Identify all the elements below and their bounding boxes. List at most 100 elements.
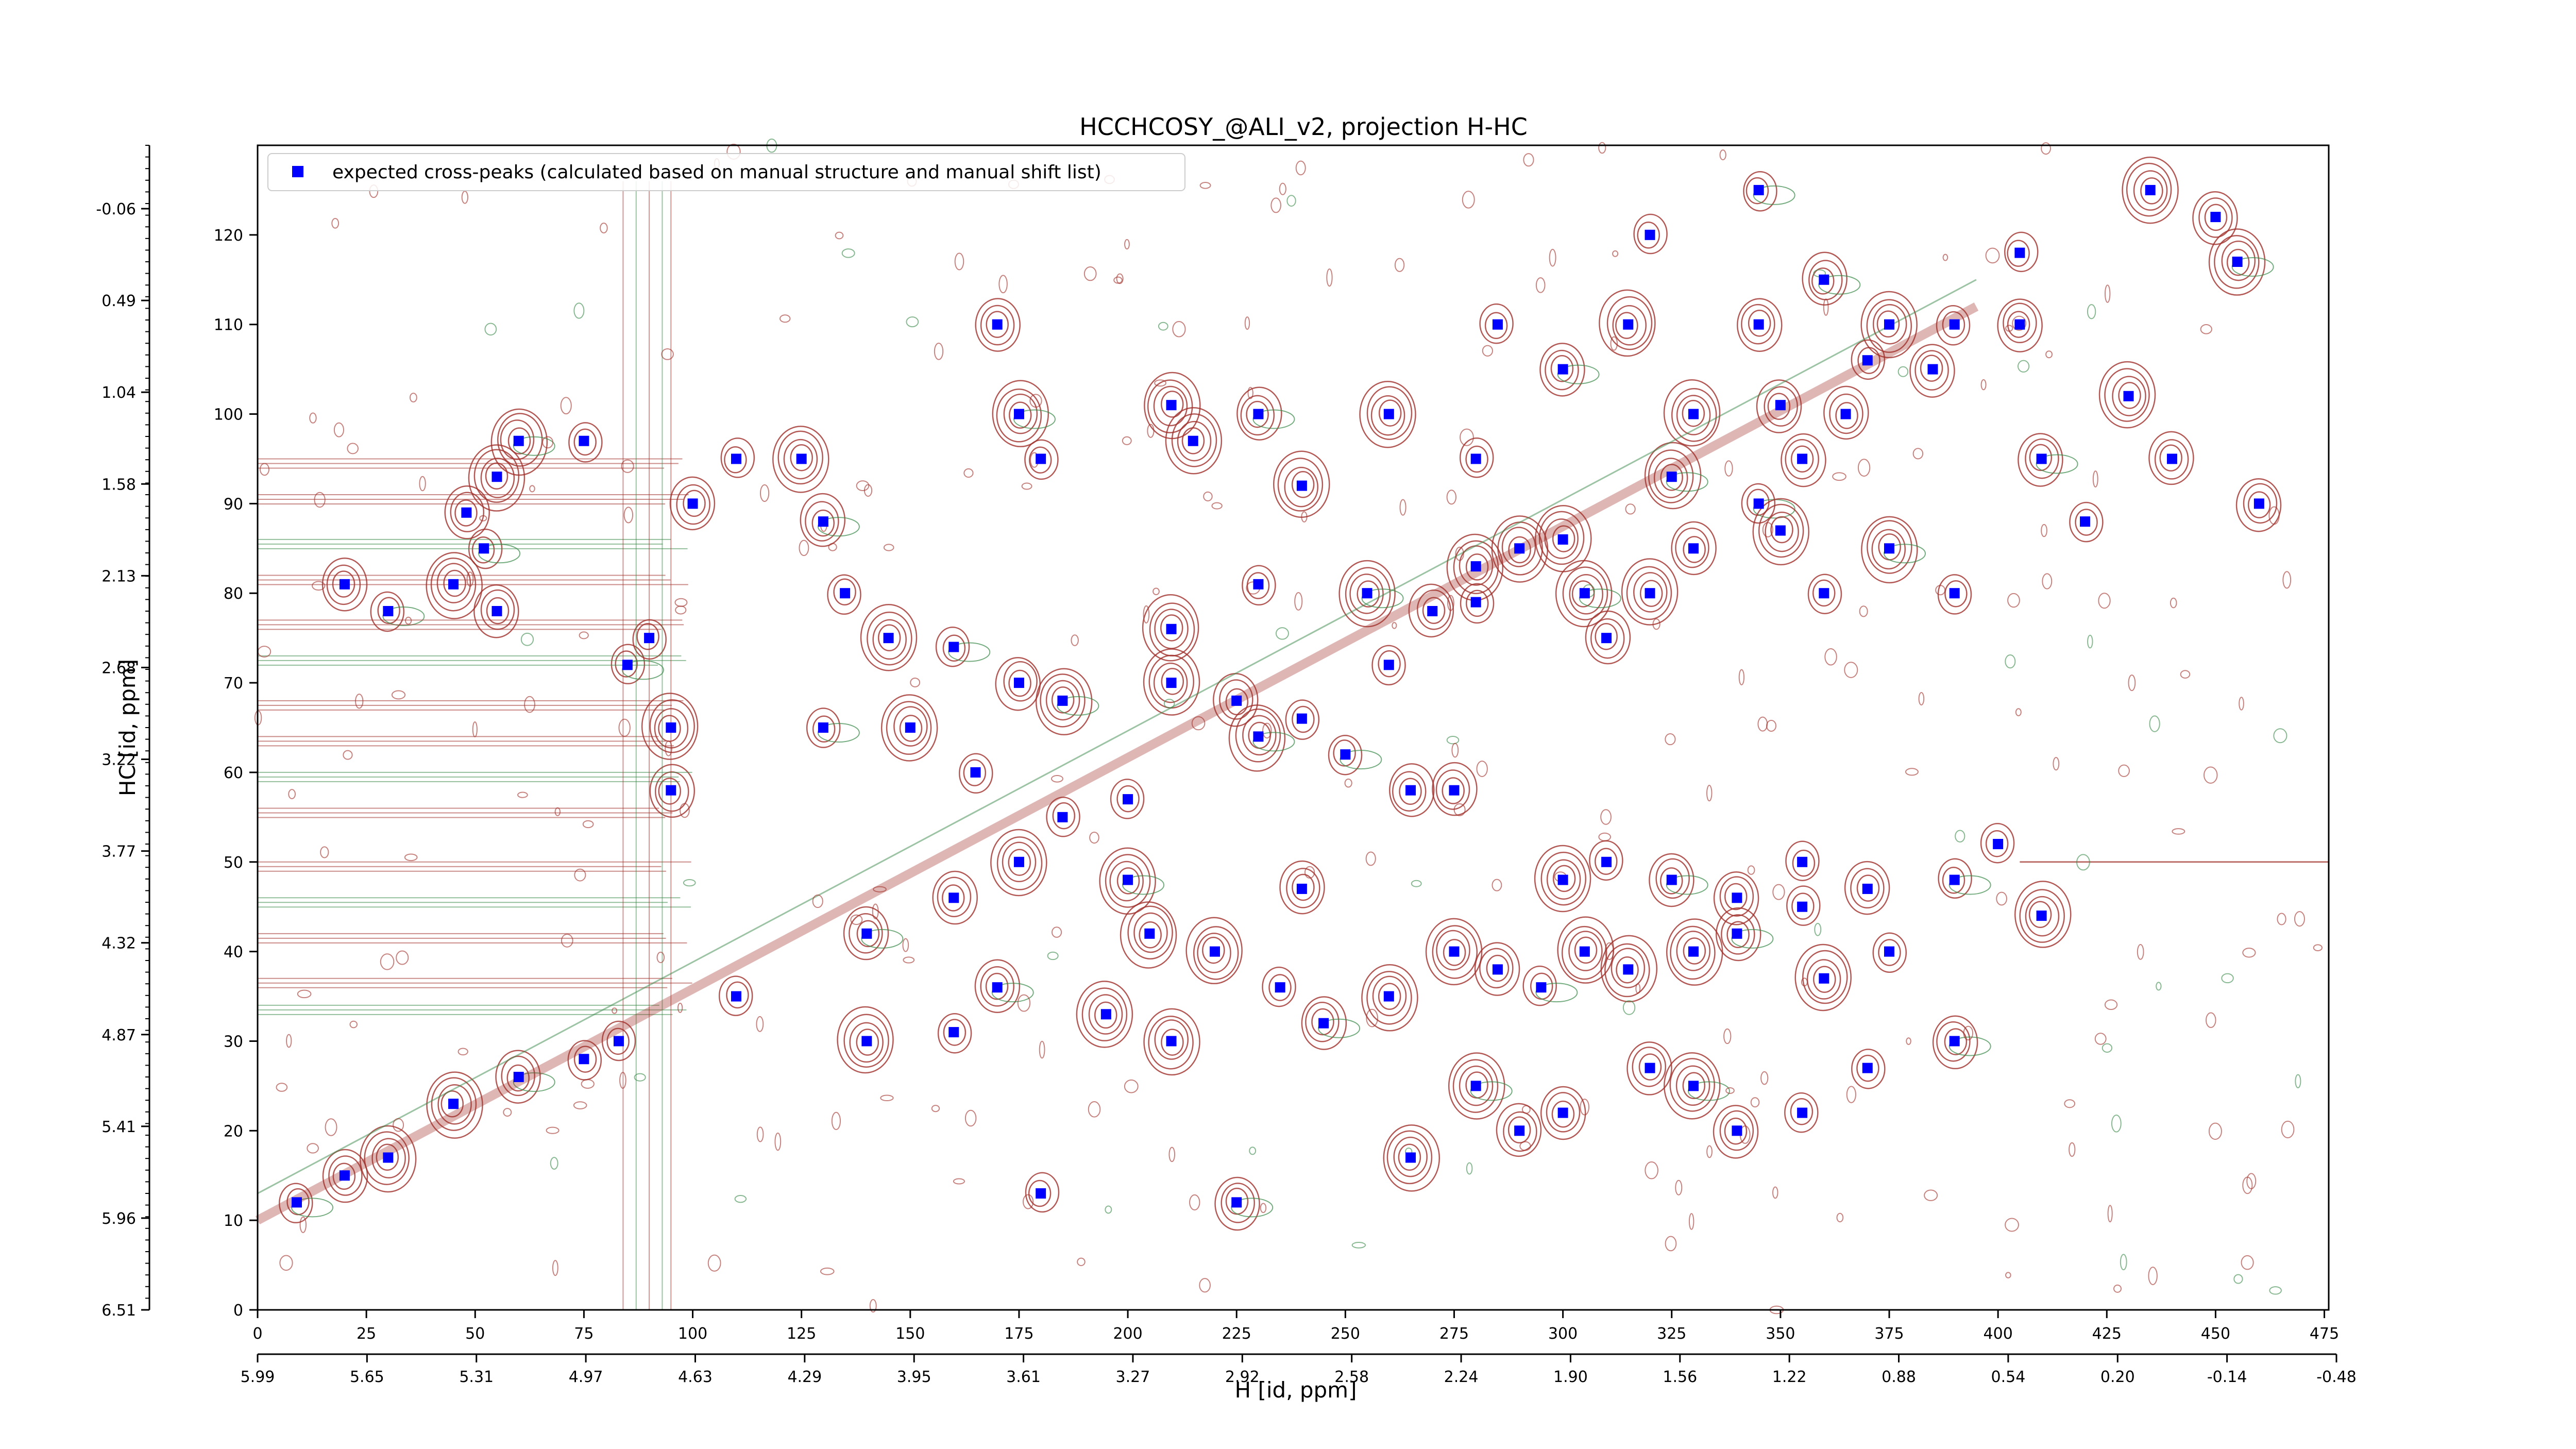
contour-ring (506, 1064, 530, 1092)
contour-ring (1357, 580, 1380, 608)
noise-contour (880, 1094, 894, 1102)
contour-ring (790, 444, 813, 471)
noise-contour (333, 422, 344, 437)
noise-contour (1836, 1212, 1844, 1223)
noise-contour (1122, 436, 1132, 445)
contour-ring (1399, 778, 1422, 805)
contour-ring (1980, 822, 2015, 864)
contour-ring (1794, 943, 1852, 1012)
noise-contour (1270, 197, 1281, 213)
noise-contour (1723, 1028, 1732, 1044)
noise-contour (1846, 1086, 1856, 1103)
contour-ring (611, 644, 646, 685)
contour-ring (1088, 994, 1123, 1035)
contour-ring (872, 619, 907, 660)
noise-contour (2137, 943, 2144, 960)
noise-contour (1772, 1186, 1778, 1199)
noise-contour (2313, 944, 2323, 951)
cross-peak-marker (1296, 713, 1307, 724)
contour-ring (1719, 876, 1754, 917)
contour-ring (2028, 901, 2052, 928)
noise-contour (2087, 634, 2093, 649)
contour-ring (2148, 431, 2194, 485)
x-ppm-tick-label: 1.56 (1663, 1368, 1697, 1386)
cross-peak-marker (1732, 928, 1742, 939)
noise-contour (1147, 424, 1155, 438)
noise-contour (1124, 1079, 1139, 1093)
contour-ring (1214, 1176, 1260, 1231)
noise-contour (560, 397, 572, 415)
noise-contour (1286, 195, 1296, 207)
noise-contour (1089, 831, 1099, 844)
noise-contour (873, 886, 887, 892)
cross-peak-marker (1884, 946, 1895, 957)
contour-ring-negative (513, 1072, 555, 1092)
cross-peak-marker (479, 543, 489, 554)
noise-contour (2015, 708, 2022, 716)
contour-ring (1378, 399, 1402, 427)
y-index-tick-label: 0 (233, 1302, 243, 1320)
noise-contour (2268, 506, 2280, 525)
contour-ring (1752, 498, 1810, 566)
contour-ring (1550, 355, 1574, 382)
noise-contour (542, 436, 554, 449)
x-ppm-tick-label: 5.99 (241, 1368, 275, 1386)
contour-ring (1459, 1065, 1494, 1106)
y-index-tick-label: 110 (214, 316, 243, 334)
noise-contour (520, 632, 534, 646)
contour-ring (1851, 1049, 1886, 1089)
contour-ring (1683, 937, 1706, 965)
y-ppm-tick-label: 5.41 (101, 1118, 136, 1136)
x-index-tick-label: 25 (357, 1325, 376, 1343)
contour-ring (1193, 926, 1239, 980)
cross-peak-marker (1057, 812, 1068, 822)
x-ppm-tick-label: -0.14 (2207, 1368, 2247, 1386)
contour-ring (1311, 1008, 1334, 1036)
noise-contour (1706, 785, 1713, 802)
noise-contour (675, 605, 687, 615)
contour-ring (2075, 509, 2098, 536)
contour-ring (1802, 950, 1848, 1004)
contour-ring (932, 870, 978, 925)
x-ppm-tick-label: -0.48 (2316, 1368, 2357, 1386)
cross-peak-marker (2166, 453, 2177, 464)
contour-ring (1748, 309, 1771, 337)
noise-contour (1706, 1145, 1713, 1158)
contour-ring (2029, 444, 2053, 471)
contour-ring (1292, 873, 1315, 901)
cross-peak-marker (1557, 364, 1568, 375)
contour-ring (1328, 734, 1363, 776)
contour-ring (1465, 589, 1489, 617)
contour-ring (980, 305, 1015, 346)
noise-contour (1844, 662, 1858, 678)
noise-contour (546, 1126, 560, 1134)
contour-ring (867, 611, 912, 666)
contour-ring (377, 597, 400, 624)
cross-peak-marker (1884, 319, 1895, 330)
cross-peak-marker (513, 1072, 524, 1082)
contour-ring (2014, 881, 2072, 948)
contour-ring (724, 446, 747, 474)
contour-ring (935, 626, 970, 667)
cross-peak-marker (861, 928, 872, 939)
noise-contour (391, 690, 406, 700)
cross-peak-marker (1536, 982, 1547, 993)
x-ppm-axis: 5.99 5.65 5.31 4.97 4.63 4.29 3.95 3.61 3.27 2.92… (241, 1353, 2357, 1386)
noise-contour (1051, 926, 1062, 938)
noise-contour (2172, 828, 2185, 835)
contour-ring (1116, 867, 1140, 895)
contour-ring (1371, 645, 1406, 686)
contour-ring (2098, 361, 2156, 429)
noise-contour (1824, 648, 1837, 666)
contour-ring (1545, 349, 1579, 391)
noise-contour (349, 1020, 358, 1029)
noise-contour (1191, 716, 1206, 731)
contour-ring (1633, 213, 1668, 255)
contour-ring (2007, 311, 2030, 338)
contour-ring (937, 1013, 972, 1054)
contour-ring (1726, 921, 1750, 949)
noise-contour (2111, 1115, 2122, 1133)
contour-ring (849, 1022, 884, 1063)
contour-ring (495, 1050, 541, 1104)
contour-ring (450, 492, 485, 533)
